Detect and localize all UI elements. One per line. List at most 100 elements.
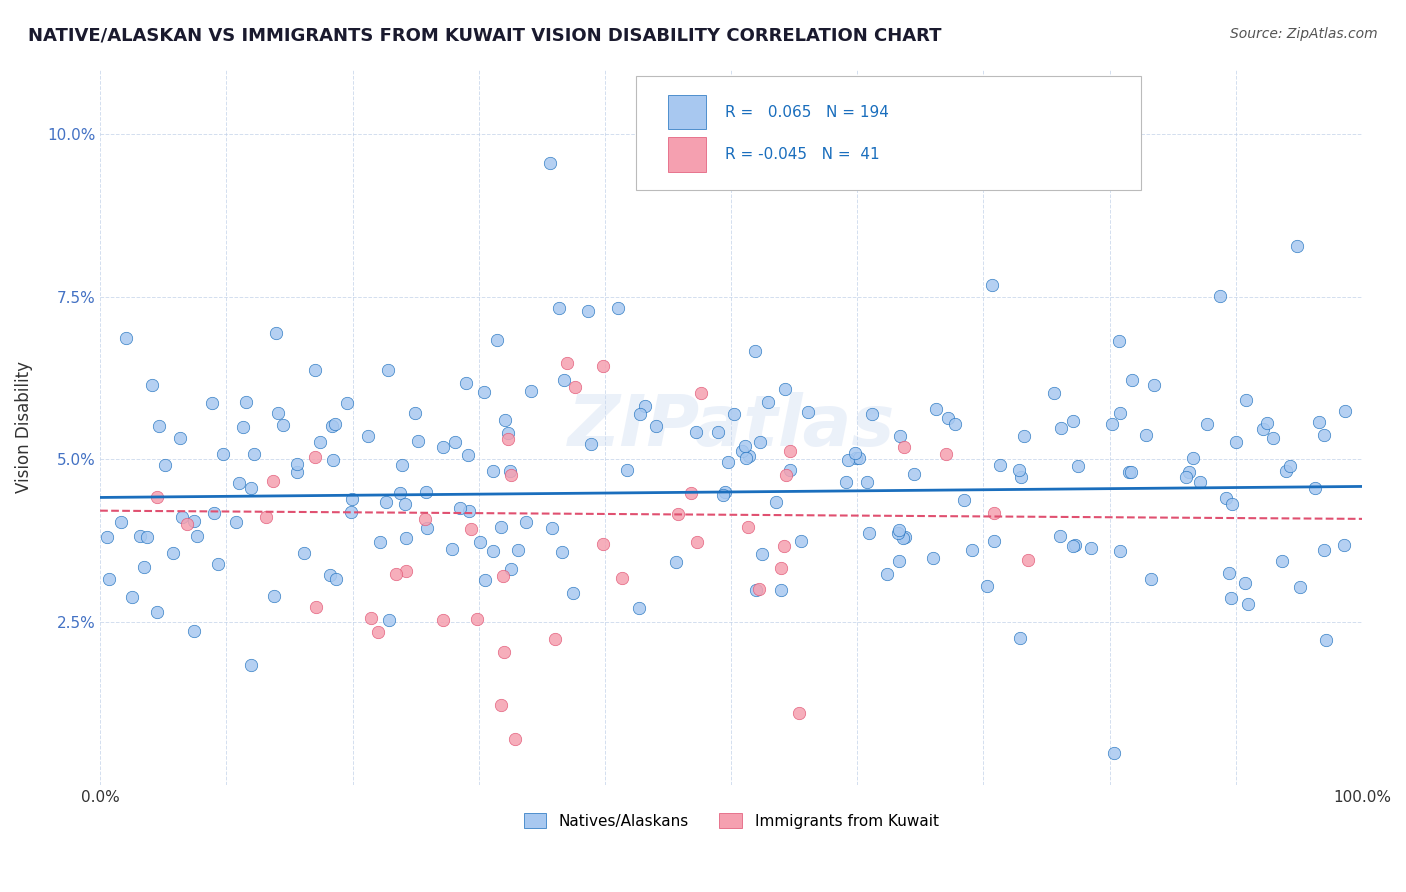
Point bbox=[876, 566, 898, 581]
Point bbox=[835, 475, 858, 489]
Point bbox=[225, 516, 247, 530]
Point bbox=[472, 384, 495, 399]
Point bbox=[454, 376, 477, 390]
Point bbox=[745, 583, 768, 598]
Point bbox=[1143, 378, 1166, 392]
Point bbox=[775, 467, 797, 482]
Point bbox=[482, 465, 505, 479]
Point bbox=[858, 525, 880, 540]
Point bbox=[325, 572, 347, 586]
Point bbox=[628, 407, 651, 421]
Point bbox=[711, 488, 734, 502]
Point bbox=[440, 541, 463, 556]
Point bbox=[506, 542, 529, 557]
Point bbox=[336, 396, 359, 410]
Point bbox=[903, 467, 925, 481]
Point bbox=[1313, 428, 1336, 442]
Point bbox=[515, 515, 537, 529]
Point bbox=[988, 458, 1011, 472]
Point bbox=[415, 484, 437, 499]
Point bbox=[183, 515, 205, 529]
Point bbox=[491, 519, 513, 533]
Point bbox=[738, 450, 761, 464]
Point bbox=[1303, 481, 1326, 495]
Point bbox=[769, 582, 792, 597]
Point bbox=[855, 475, 877, 489]
Point bbox=[449, 500, 471, 515]
Point bbox=[304, 363, 326, 377]
Point bbox=[391, 458, 413, 473]
Point bbox=[496, 432, 519, 446]
FancyBboxPatch shape bbox=[637, 76, 1142, 190]
Point bbox=[492, 568, 515, 582]
Point bbox=[1334, 403, 1357, 417]
Point bbox=[610, 571, 633, 585]
Point bbox=[492, 645, 515, 659]
Point bbox=[1219, 591, 1241, 605]
Point bbox=[176, 516, 198, 531]
Point bbox=[201, 396, 224, 410]
Point bbox=[322, 452, 344, 467]
Point bbox=[773, 382, 796, 396]
Point bbox=[1139, 572, 1161, 586]
Point bbox=[770, 561, 793, 575]
Point bbox=[860, 407, 883, 421]
Point bbox=[893, 531, 915, 545]
Point bbox=[1101, 417, 1123, 431]
Point bbox=[377, 362, 399, 376]
Point bbox=[848, 451, 870, 466]
Point bbox=[668, 507, 690, 521]
Point bbox=[232, 420, 254, 434]
Point bbox=[787, 706, 810, 720]
Point bbox=[97, 572, 120, 586]
Point bbox=[499, 468, 522, 483]
Point bbox=[1010, 469, 1032, 483]
Point bbox=[983, 534, 1005, 549]
Point bbox=[285, 457, 308, 471]
Point bbox=[321, 418, 343, 433]
Point bbox=[406, 434, 429, 449]
Point bbox=[110, 516, 132, 530]
Point bbox=[644, 419, 666, 434]
Point bbox=[202, 506, 225, 520]
Point bbox=[132, 560, 155, 574]
Point bbox=[1080, 541, 1102, 555]
Point bbox=[499, 561, 522, 575]
Point bbox=[1236, 598, 1258, 612]
FancyBboxPatch shape bbox=[668, 95, 706, 129]
Point bbox=[292, 546, 315, 560]
Point bbox=[186, 529, 208, 543]
Point bbox=[790, 534, 813, 549]
Point bbox=[489, 698, 512, 713]
Point bbox=[731, 444, 754, 458]
Point bbox=[432, 613, 454, 627]
Point bbox=[153, 458, 176, 472]
Point bbox=[579, 437, 602, 451]
Point bbox=[1017, 552, 1039, 566]
Point bbox=[141, 378, 163, 392]
Point bbox=[1063, 538, 1085, 552]
Point bbox=[1234, 576, 1257, 591]
Point bbox=[1175, 469, 1198, 483]
Point bbox=[538, 156, 561, 170]
Point bbox=[1234, 393, 1257, 408]
Point bbox=[1274, 464, 1296, 478]
Point bbox=[1271, 554, 1294, 568]
Point bbox=[952, 493, 974, 508]
Point bbox=[779, 463, 801, 477]
Point bbox=[564, 380, 586, 394]
Point bbox=[1288, 580, 1310, 594]
Point bbox=[367, 625, 389, 640]
Point bbox=[893, 440, 915, 454]
Point bbox=[887, 525, 910, 540]
Point bbox=[235, 395, 257, 409]
Point bbox=[1118, 465, 1140, 479]
Point bbox=[689, 385, 711, 400]
Point bbox=[1121, 373, 1143, 387]
Point bbox=[340, 491, 363, 506]
Point bbox=[748, 435, 770, 450]
Point bbox=[576, 304, 599, 318]
Point bbox=[1135, 427, 1157, 442]
Point bbox=[592, 537, 614, 551]
Point bbox=[735, 450, 758, 465]
